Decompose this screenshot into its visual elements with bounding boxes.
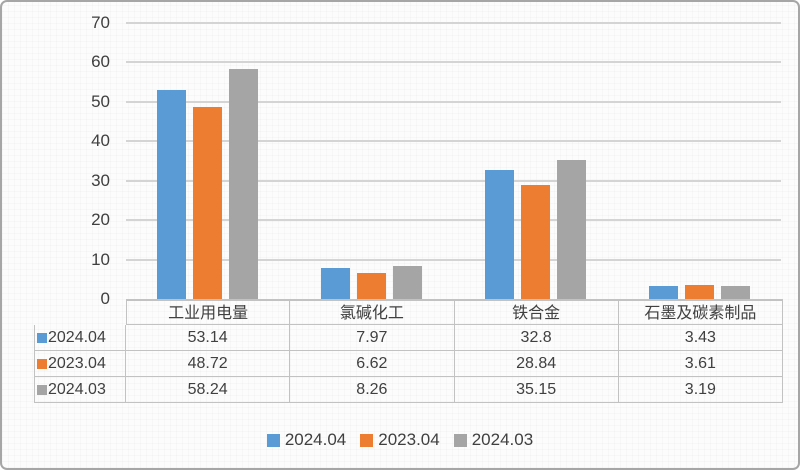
table-series-label: 2024.03 xyxy=(48,381,106,398)
bar-group xyxy=(126,23,290,299)
gridline xyxy=(126,22,781,24)
data-table: 工业用电量 氯碱化工 铁合金 石墨及碳素制品 2024.04 53.14 7.97 32.8 3… xyxy=(34,299,783,403)
table-series-label: 2023.04 xyxy=(48,355,106,372)
bar-group xyxy=(290,23,454,299)
table-series-cell: 2024.04 xyxy=(34,325,126,351)
table-value-cell: 3.61 xyxy=(618,351,783,377)
legend-item: 2024.04 xyxy=(266,430,347,450)
plot-area xyxy=(126,23,781,299)
y-axis-tick-label: 30 xyxy=(91,170,110,190)
legend-item: 2024.03 xyxy=(453,430,534,450)
gridline xyxy=(126,140,781,143)
table-value-cell: 32.8 xyxy=(454,325,619,351)
legend-label: 2024.03 xyxy=(471,430,534,449)
y-axis-tick-label: 60 xyxy=(91,52,110,72)
table-value-cell: 28.84 xyxy=(454,351,619,377)
legend-key-swatch xyxy=(37,332,47,343)
legend-item: 2023.04 xyxy=(360,430,440,450)
bar xyxy=(556,160,586,299)
y-axis-tick-label: 20 xyxy=(91,210,110,230)
gridline xyxy=(126,258,781,261)
table-header-cell: 工业用电量 xyxy=(126,299,291,325)
table-series-label: 2024.04 xyxy=(48,329,106,346)
table-header-cell: 石墨及碳素制品 xyxy=(618,299,783,325)
table-value-cell: 48.72 xyxy=(126,351,291,377)
gridline xyxy=(126,219,781,222)
table-value-cell: 53.14 xyxy=(126,325,291,351)
table-corner-cell xyxy=(34,299,126,325)
bar xyxy=(720,286,750,299)
table-value-cell: 6.62 xyxy=(290,351,455,377)
table-value-cell: 3.43 xyxy=(618,325,783,351)
bar xyxy=(520,185,550,299)
table-value-cell: 58.24 xyxy=(126,377,291,403)
bar xyxy=(157,89,187,299)
bar xyxy=(321,267,351,299)
y-axis-tick-label: 10 xyxy=(91,249,110,269)
legend-label: 2024.04 xyxy=(284,430,347,449)
legend-key-swatch xyxy=(37,358,47,369)
bar xyxy=(193,106,223,299)
bar xyxy=(393,266,423,299)
gridline xyxy=(126,179,781,182)
table-header-cell: 氯碱化工 xyxy=(290,299,455,325)
y-axis-tick-label: 50 xyxy=(91,91,110,111)
legend: 2024.04 2023.04 2024.03 xyxy=(2,430,798,450)
table-series-cell: 2024.03 xyxy=(34,377,126,403)
legend-label: 2023.04 xyxy=(378,430,440,449)
legend-key-swatch xyxy=(37,384,47,395)
legend-swatch xyxy=(453,433,467,447)
legend-swatch xyxy=(266,433,280,447)
bar xyxy=(229,69,259,299)
bar xyxy=(684,284,714,299)
table-series-cell: 2023.04 xyxy=(34,351,126,377)
gridline xyxy=(126,100,781,103)
bar-group xyxy=(617,23,781,299)
table-header-cell: 铁合金 xyxy=(454,299,619,325)
bar xyxy=(357,272,387,299)
table-value-cell: 8.26 xyxy=(290,377,455,403)
gridline xyxy=(126,61,781,64)
table-value-cell: 35.15 xyxy=(454,377,619,403)
y-axis-tick-label: 0 xyxy=(100,289,110,308)
bar xyxy=(648,285,678,299)
table-value-cell: 3.19 xyxy=(618,377,783,403)
bar xyxy=(484,169,514,299)
y-axis-tick-label: 40 xyxy=(91,131,110,151)
y-axis-tick-label: 70 xyxy=(91,13,110,32)
bar-group xyxy=(454,23,618,299)
table-value-cell: 7.97 xyxy=(290,325,455,351)
legend-swatch xyxy=(360,433,374,447)
